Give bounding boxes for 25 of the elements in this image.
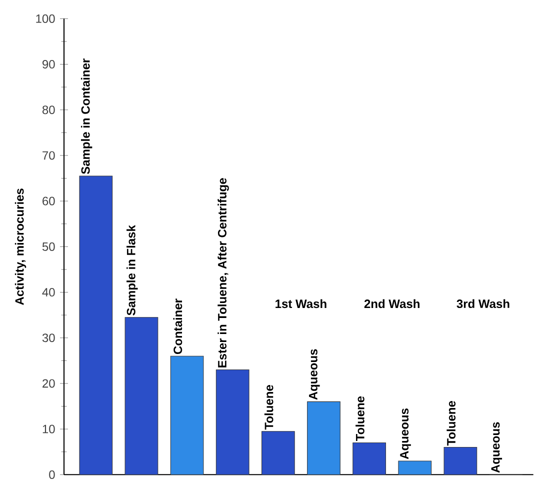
y-tick-label: 30 xyxy=(42,334,55,342)
annotation: 3rd Wash xyxy=(456,299,510,308)
x-tick-label: Sample in Container xyxy=(80,58,92,174)
x-tick-label: Toluene xyxy=(264,385,274,430)
y-tick-label: 100 xyxy=(36,14,55,23)
x-tick-label: Toluene xyxy=(446,400,456,446)
y-tick-label: 40 xyxy=(42,288,55,297)
x-tick-label: Container xyxy=(173,298,182,354)
annotation: 2nd Wash xyxy=(364,299,420,308)
x-tick-label: Aqueous xyxy=(491,422,502,473)
y-tick-label: 20 xyxy=(42,379,55,388)
y-tick-label: 50 xyxy=(42,242,55,251)
y-tick-label: 90 xyxy=(42,60,55,69)
y-tick-label: 0 xyxy=(49,470,55,479)
y-tick-label: 60 xyxy=(42,196,55,206)
x-tick-label: Sample in Flask xyxy=(126,225,138,316)
x-tick-label: Aqueous xyxy=(400,408,411,460)
x-tick-label: Aqueous xyxy=(309,349,320,400)
y-axis-title: Activity, microcuries xyxy=(14,188,26,305)
annotation: 1st Wash xyxy=(276,299,326,308)
y-tick-label: 80 xyxy=(42,106,55,114)
y-tick-label: 70 xyxy=(42,151,55,160)
x-tick-label: Ester in Toluene, After Centrifuge xyxy=(218,178,229,368)
x-tick-label: Toluene xyxy=(356,396,364,442)
y-tick-label: 10 xyxy=(42,424,55,434)
